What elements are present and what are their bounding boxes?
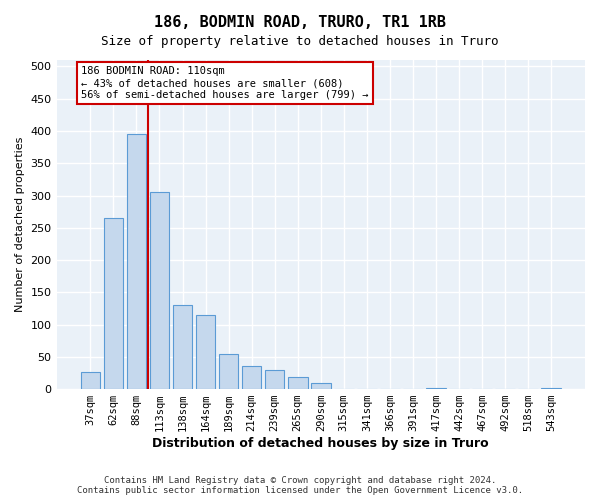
Text: 186 BODMIN ROAD: 110sqm
← 43% of detached houses are smaller (608)
56% of semi-d: 186 BODMIN ROAD: 110sqm ← 43% of detache… [81,66,368,100]
Bar [265,370,284,389]
Text: Contains HM Land Registry data © Crown copyright and database right 2024.
Contai: Contains HM Land Registry data © Crown c… [77,476,523,495]
Text: Size of property relative to detached houses in Truro: Size of property relative to detached ho… [101,35,499,48]
Bar [173,305,193,389]
Bar [426,388,446,389]
Bar [196,315,215,389]
Y-axis label: Number of detached properties: Number of detached properties [15,137,25,312]
Bar [541,388,561,389]
Bar [242,366,262,389]
Text: 186, BODMIN ROAD, TRURO, TR1 1RB: 186, BODMIN ROAD, TRURO, TR1 1RB [154,15,446,30]
Bar [219,354,238,389]
Bar [149,192,169,389]
X-axis label: Distribution of detached houses by size in Truro: Distribution of detached houses by size … [152,437,489,450]
Bar [311,384,331,389]
Bar [104,218,123,389]
Bar [80,372,100,389]
Bar [127,134,146,389]
Bar [288,378,308,389]
